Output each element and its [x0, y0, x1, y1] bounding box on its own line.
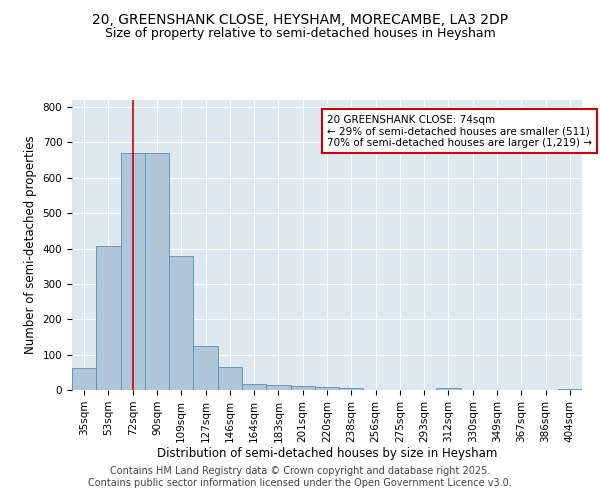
Text: 20 GREENSHANK CLOSE: 74sqm
← 29% of semi-detached houses are smaller (511)
70% o: 20 GREENSHANK CLOSE: 74sqm ← 29% of semi…: [327, 114, 592, 148]
Bar: [315, 387, 339, 390]
Bar: [121, 153, 145, 390]
Bar: [290, 386, 315, 390]
Bar: [218, 367, 242, 390]
Bar: [339, 388, 364, 390]
Bar: [96, 246, 121, 390]
Text: 20, GREENSHANK CLOSE, HEYSHAM, MORECAMBE, LA3 2DP: 20, GREENSHANK CLOSE, HEYSHAM, MORECAMBE…: [92, 12, 508, 26]
Y-axis label: Number of semi-detached properties: Number of semi-detached properties: [24, 136, 37, 354]
Text: Size of property relative to semi-detached houses in Heysham: Size of property relative to semi-detach…: [104, 28, 496, 40]
Bar: [193, 346, 218, 390]
Bar: [72, 368, 96, 390]
Bar: [169, 256, 193, 390]
Bar: [242, 384, 266, 390]
Text: Contains HM Land Registry data © Crown copyright and database right 2025.
Contai: Contains HM Land Registry data © Crown c…: [88, 466, 512, 487]
X-axis label: Distribution of semi-detached houses by size in Heysham: Distribution of semi-detached houses by …: [157, 448, 497, 460]
Bar: [436, 388, 461, 390]
Bar: [145, 153, 169, 390]
Bar: [266, 386, 290, 390]
